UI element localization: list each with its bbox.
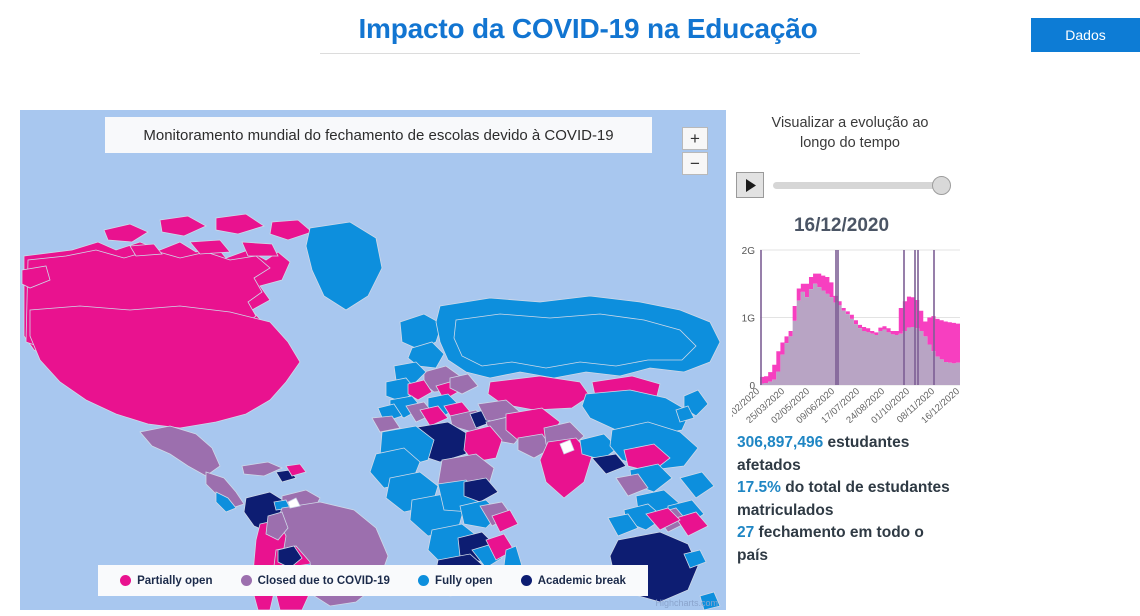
legend-dot-icon [520,575,532,586]
timeline-slider-handle[interactable] [932,175,951,195]
legend-dot-icon [240,575,252,586]
side-heading-line1: Visualizar a evolução ao [771,115,929,131]
page-title: Impacto da COVID-19 na Educação [358,13,818,44]
chart-marker-lines [760,250,935,385]
timeline-control[interactable] [736,172,951,198]
statistics-block: 306,897,496 estudantes afetados 17.5% do… [737,432,959,567]
stat-text-closures: fechamento em todo o país [737,524,924,564]
svg-text:0: 0 [749,381,755,392]
legend-dot-icon [120,575,132,586]
stat-line-students: 306,897,496 estudantes afetados [737,432,959,477]
svg-text:2G: 2G [742,246,756,257]
legend-item-academic-break[interactable]: Academic break [520,574,626,587]
world-map-svg[interactable] [20,110,726,610]
page-header: Impacto da COVID-19 na Educação Dados [0,0,1140,100]
stat-line-closures: 27 fechamento em todo o país [737,522,959,567]
title-divider [320,53,860,54]
current-date-label: 16/12/2020 [793,215,890,236]
legend-label: Closed due to COVID-19 [257,574,390,587]
map-zoom-out-button[interactable]: − [682,152,708,175]
play-triangle-icon [745,178,756,192]
stat-value-closures: 27 [737,524,755,541]
legend-item-closed[interactable]: Closed due to COVID-19 [240,574,390,587]
dados-button[interactable]: Dados [1031,18,1140,52]
timeline-mini-chart[interactable]: 0 1G 2G 16/02/202025/03/202002/05/202009/0… [732,238,964,423]
map-legend: Partially open Closed due to COVID-19 Fu… [98,565,648,596]
side-heading-line2: longo do tempo [800,135,900,151]
legend-dot-icon [418,575,430,586]
map-title-text: Monitoramento mundial do fechamento de e… [143,126,614,144]
legend-label: Academic break [537,574,626,587]
map-title-banner: Monitoramento mundial do fechamento de e… [105,117,652,153]
svg-text:1G: 1G [742,314,756,325]
map-zoom-in-button[interactable]: + [682,127,708,150]
chart-y-axis-labels: 0 1G 2G [742,246,756,392]
play-button[interactable] [736,172,764,198]
world-map-panel[interactable]: Monitoramento mundial do fechamento de e… [20,110,726,610]
stat-value-percent: 17.5% [737,479,781,496]
highcharts-credit[interactable]: Highcharts.com [655,598,718,608]
timeline-side-panel: Visualizar a evolução ao longo do tempo … [732,110,968,610]
legend-item-fully-open[interactable]: Fully open [418,575,493,587]
chart-x-axis-labels: 16/02/202025/03/202002/05/202009/06/2020… [732,386,962,423]
legend-item-partially-open[interactable]: Partially open [120,575,212,587]
side-panel-heading: Visualizar a evolução ao longo do tempo [732,110,968,153]
chart-series-group [760,273,960,385]
legend-label: Partially open [137,574,213,587]
stat-text-percent: do total de estudantes matriculados [737,479,950,519]
stat-value-students: 306,897,496 [737,434,824,451]
stat-text-students: estudantes afetados [737,434,910,474]
timeline-slider-track[interactable] [773,175,951,195]
stat-line-percent: 17.5% do total de estudantes matriculado… [737,477,959,522]
legend-label: Fully open [435,574,493,587]
